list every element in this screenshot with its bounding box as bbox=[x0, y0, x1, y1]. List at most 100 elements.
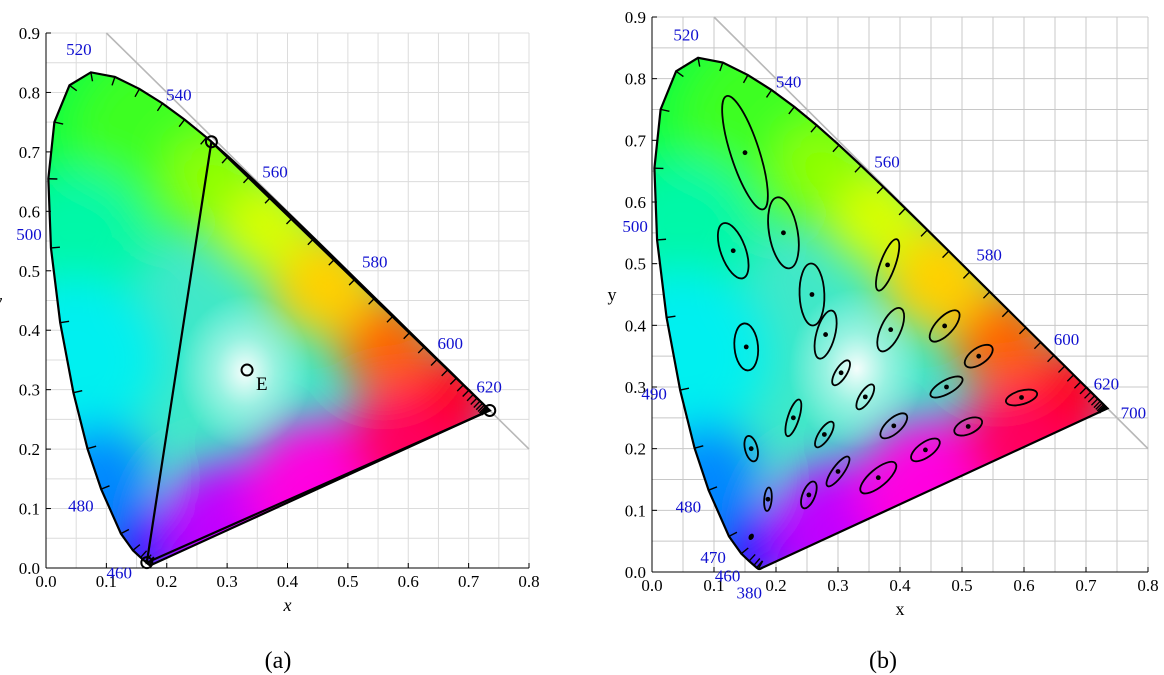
ellipse-center bbox=[835, 469, 841, 474]
wavelength-label-600: 600 bbox=[438, 334, 464, 353]
y-tick-label: 0.3 bbox=[625, 378, 646, 397]
wavelength-label-600: 600 bbox=[1054, 330, 1080, 349]
x-tick-label: 0.2 bbox=[156, 572, 177, 591]
x-tick-label: 0.1 bbox=[703, 576, 724, 595]
gamut-triangle bbox=[145, 139, 492, 565]
macadam-ellipse bbox=[784, 398, 803, 438]
x-tick-label: 0.8 bbox=[1137, 576, 1158, 595]
y-tick-label: 0.8 bbox=[625, 70, 646, 89]
ellipse-center bbox=[790, 415, 796, 421]
x-tick-label: 0.4 bbox=[277, 572, 299, 591]
y-tick-label: 0.3 bbox=[19, 381, 40, 400]
ellipse-center bbox=[821, 432, 827, 437]
ellipse-center bbox=[891, 423, 897, 429]
macadam-ellipse bbox=[910, 437, 941, 463]
x-tick-label: 0.6 bbox=[398, 572, 419, 591]
wavelength-label-520: 520 bbox=[673, 26, 699, 45]
x-tick-label: 0.7 bbox=[1075, 576, 1097, 595]
ellipse-center bbox=[809, 292, 815, 297]
y-axis-title: y bbox=[0, 291, 2, 311]
y-tick-label: 0.7 bbox=[19, 143, 41, 162]
y-tick-label: 0.4 bbox=[19, 321, 41, 340]
white-point-label: E bbox=[256, 374, 268, 395]
macadam-ellipse bbox=[721, 94, 769, 211]
x-tick-label: 0.1 bbox=[96, 572, 117, 591]
y-axis-title: y bbox=[608, 285, 617, 305]
wavelength-label-520: 520 bbox=[66, 40, 92, 59]
wavelength-label-500: 500 bbox=[16, 225, 42, 244]
x-tick-label: 0.8 bbox=[518, 572, 539, 591]
ellipse-center bbox=[944, 384, 949, 390]
macadam-ellipse bbox=[1005, 388, 1039, 407]
y-tick-label: 0.8 bbox=[19, 83, 40, 102]
macadam-ellipse bbox=[825, 455, 851, 488]
ellipse-center bbox=[742, 150, 748, 156]
macadam-ellipse bbox=[798, 262, 826, 327]
macadam-ellipse bbox=[963, 343, 994, 369]
wavelength-label-540: 540 bbox=[166, 85, 192, 104]
macadam-ellipse bbox=[875, 238, 901, 292]
macadam-ellipse bbox=[879, 412, 909, 440]
panel-a: 0.0 0.1 0.2 0.3 0.4 0.5 0.6 0.7 0.8 0.0 0.1 0.2 0.3 0… bbox=[0, 24, 540, 615]
x-tick-label: 0.7 bbox=[458, 572, 480, 591]
ellipse-center bbox=[923, 447, 928, 453]
macadam-ellipses bbox=[716, 94, 1039, 541]
macadam-ellipse bbox=[743, 435, 759, 463]
macadam-ellipse bbox=[928, 309, 961, 343]
ellipse-center bbox=[885, 262, 890, 268]
wavelength-label-480: 480 bbox=[676, 498, 702, 517]
macadam-ellipse bbox=[953, 416, 984, 437]
wavelength-label-470: 470 bbox=[700, 548, 726, 567]
spectral-locus bbox=[653, 56, 1110, 571]
y-tick-label: 0.6 bbox=[625, 193, 646, 212]
wavelength-label-460: 460 bbox=[106, 563, 132, 582]
x-axis-title: x bbox=[896, 599, 905, 619]
y-tick-label: 0.6 bbox=[19, 202, 40, 221]
wavelength-label-460: 460 bbox=[715, 567, 741, 586]
y-tick-label: 0.9 bbox=[625, 8, 646, 27]
ellipse-center bbox=[765, 496, 771, 502]
x-tick-label: 0.3 bbox=[827, 576, 848, 595]
wavelength-label-620: 620 bbox=[1094, 375, 1120, 394]
y-tick-label: 0.2 bbox=[19, 440, 40, 459]
ellipse-center bbox=[965, 424, 971, 429]
ellipse-center bbox=[743, 344, 749, 350]
ellipse-center bbox=[875, 475, 881, 481]
x-tick-label: 0.2 bbox=[765, 576, 786, 595]
y-tick-label: 0.2 bbox=[625, 440, 646, 459]
ellipse-center bbox=[838, 370, 844, 376]
x-axis-title: x bbox=[283, 595, 292, 615]
wavelength-label-700: 700 bbox=[1121, 404, 1147, 423]
y-tick-label: 0.9 bbox=[19, 24, 40, 43]
macadam-ellipse bbox=[859, 460, 898, 495]
wavelength-label-560: 560 bbox=[262, 162, 288, 181]
macadam-ellipse bbox=[733, 322, 760, 372]
macadam-ellipse bbox=[763, 486, 773, 512]
y-tick-label: 0.5 bbox=[625, 255, 646, 274]
primary-vertex-marker bbox=[140, 556, 154, 570]
locus-ticks bbox=[654, 57, 1107, 570]
primary-vertex-marker bbox=[204, 135, 218, 149]
x-tick-label: 0.5 bbox=[951, 576, 972, 595]
ellipse-center bbox=[888, 327, 894, 333]
wavelength-label-580: 580 bbox=[362, 253, 388, 272]
macadam-ellipse bbox=[929, 375, 964, 399]
macadam-ellipse bbox=[813, 309, 838, 360]
ellipse-center bbox=[730, 248, 736, 254]
caption-a: (a) bbox=[265, 648, 292, 674]
y-tick-label: 0.1 bbox=[625, 501, 646, 520]
wavelength-label-580: 580 bbox=[976, 246, 1002, 265]
caption-b: (b) bbox=[869, 648, 897, 674]
primary-vertex-marker bbox=[483, 403, 497, 417]
y-tick-label: 0.5 bbox=[19, 262, 40, 281]
macadam-ellipse bbox=[767, 196, 800, 270]
wavelength-label-490: 490 bbox=[641, 384, 667, 403]
macadam-ellipse bbox=[716, 222, 750, 280]
ellipse-center bbox=[806, 492, 812, 498]
x-tick-label: 0.3 bbox=[217, 572, 238, 591]
x-tick-label: 0.6 bbox=[1013, 576, 1034, 595]
axes: 0.0 0.1 0.2 0.3 0.4 0.5 0.6 0.7 0.8 0.0 0.1 0.2 0.3 0… bbox=[608, 8, 1159, 619]
x-tick-label: 0.4 bbox=[889, 576, 911, 595]
